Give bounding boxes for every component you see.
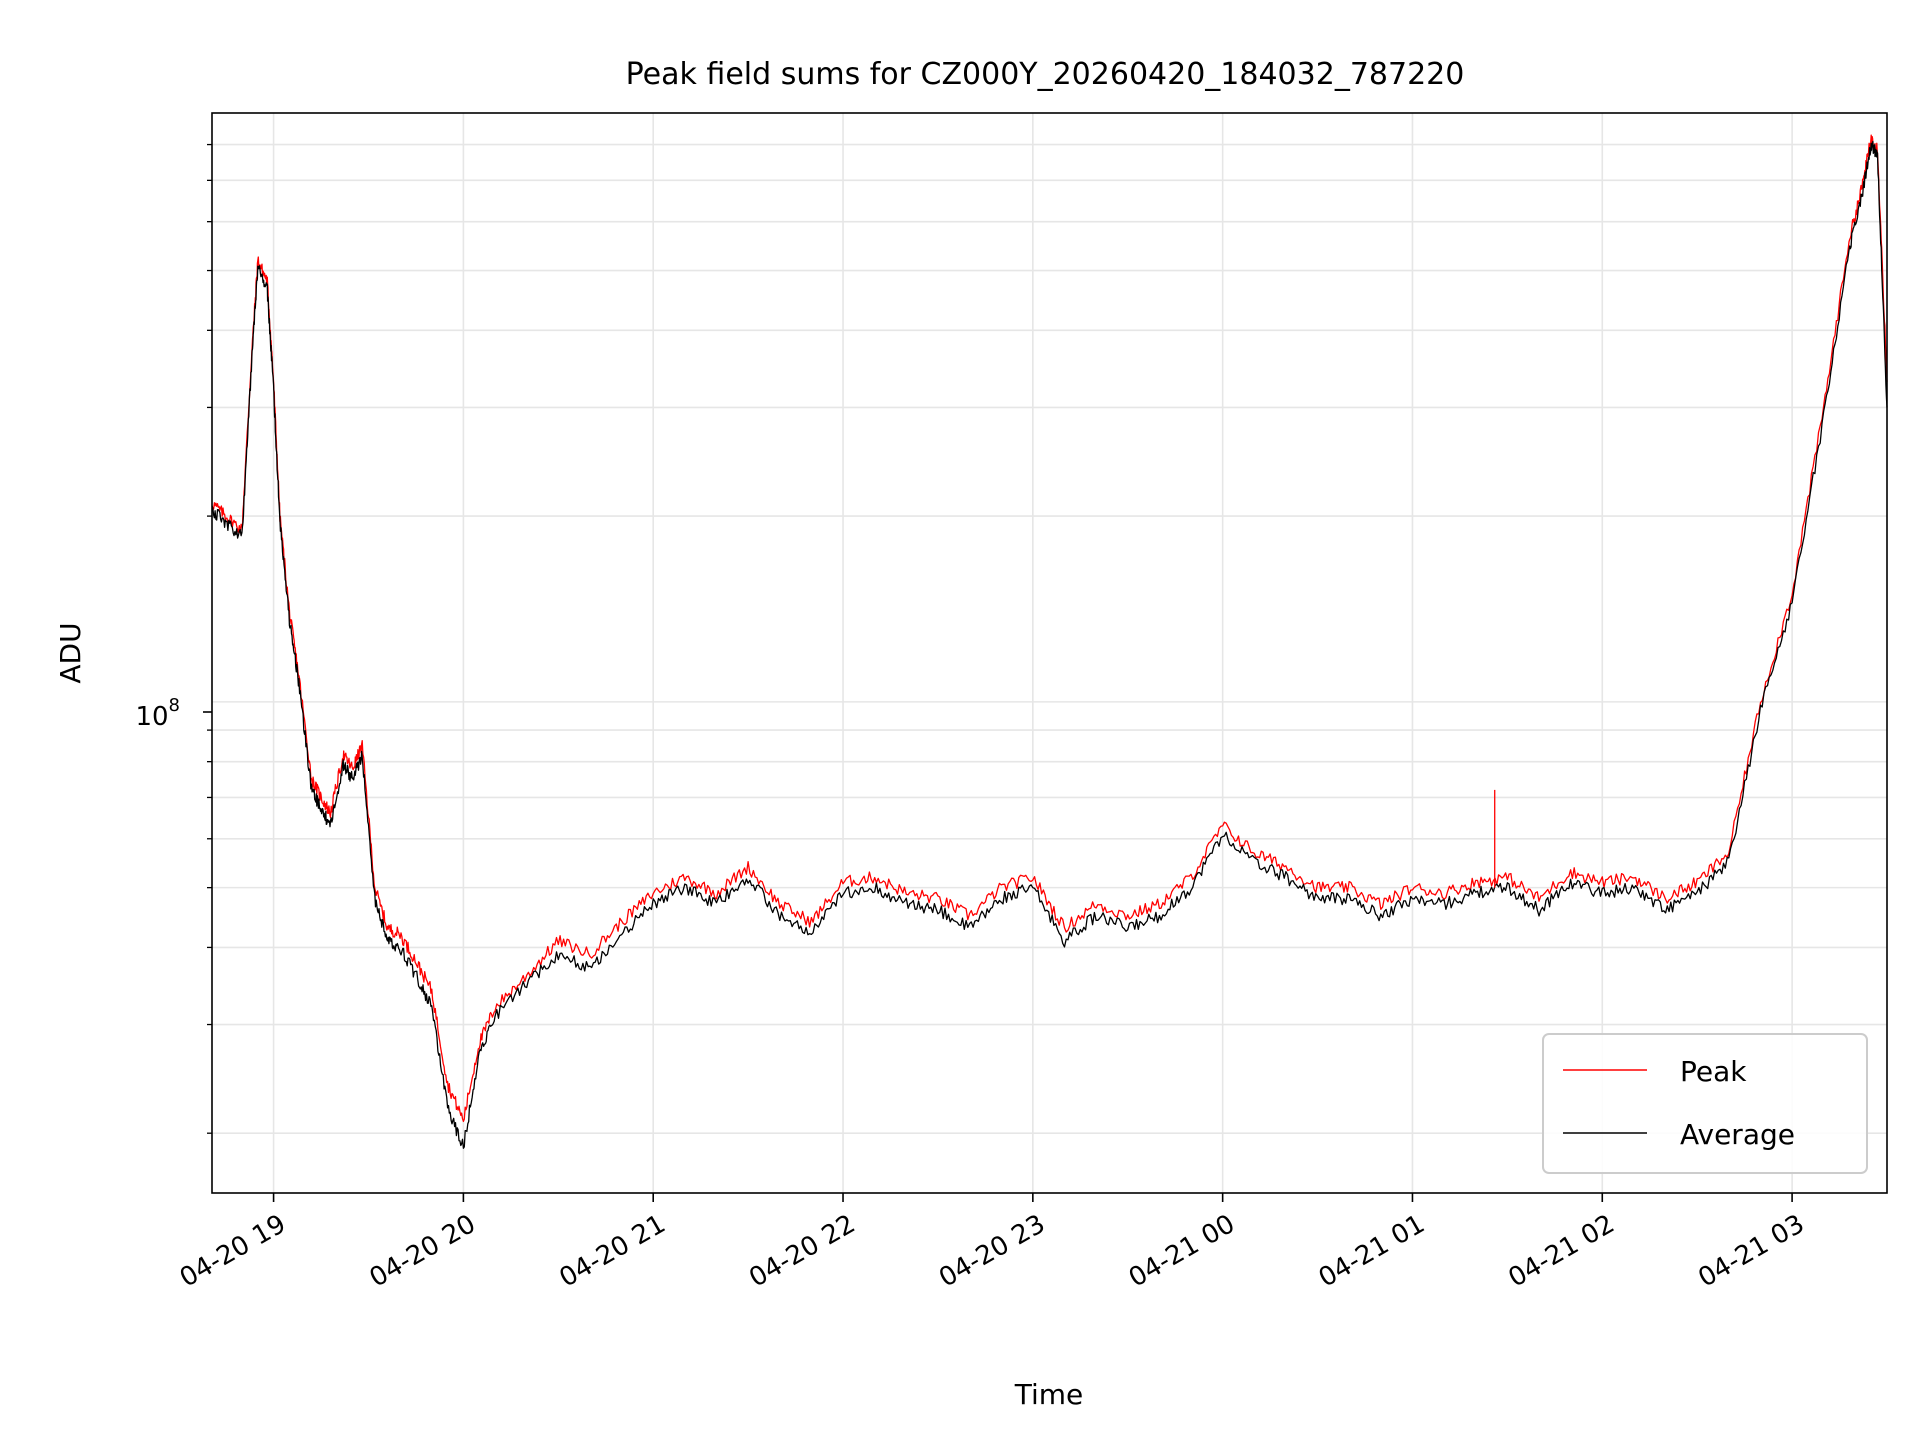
y-tick-label-base: 10 [135, 702, 168, 732]
grid [212, 113, 1887, 1193]
y-axis: 108 [135, 143, 212, 1134]
plot-frame [211, 112, 1888, 1194]
series-line-average [211, 140, 1888, 1149]
y-axis-label: ADU [54, 622, 87, 683]
y-tick-label: 108 [135, 695, 180, 732]
series-lines [211, 134, 1888, 1149]
legend-label-peak: Peak [1680, 1055, 1747, 1088]
series-line-peak [211, 134, 1888, 1123]
chart-title: Peak field sums for CZ000Y_20260420_1840… [626, 57, 1465, 92]
x-axis-label: Time [1014, 1378, 1084, 1411]
legend-box [1542, 1033, 1868, 1174]
legend: Peak Average [1542, 1033, 1868, 1174]
legend-label-average: Average [1680, 1118, 1795, 1151]
y-tick-label-exp: 8 [169, 695, 180, 716]
